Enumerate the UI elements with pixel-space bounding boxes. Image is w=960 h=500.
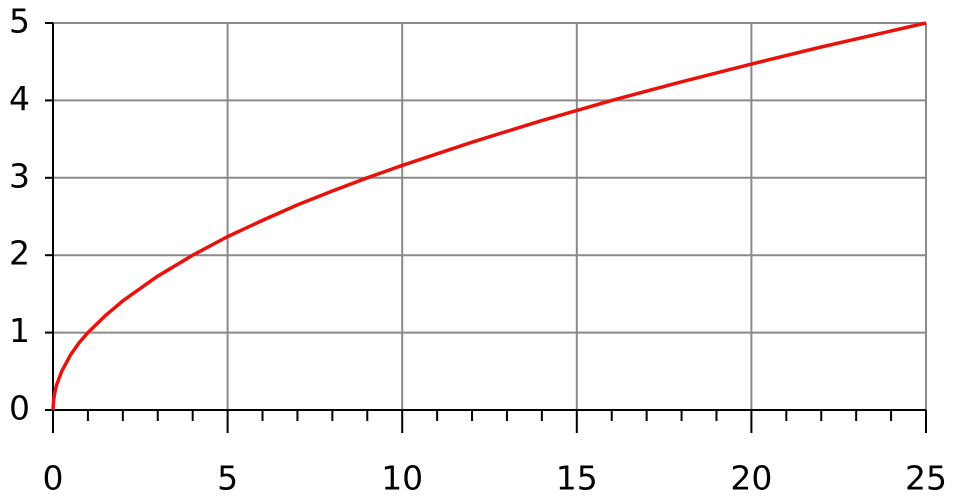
x-tick-label: 25 xyxy=(905,459,947,498)
y-tick-label: 1 xyxy=(9,311,30,350)
x-tick-label: 15 xyxy=(556,459,598,498)
y-tick-label: 5 xyxy=(9,2,30,41)
y-tick-label: 0 xyxy=(9,389,30,428)
x-tick-label: 5 xyxy=(217,459,238,498)
y-tick-label: 3 xyxy=(9,156,30,195)
line-series xyxy=(51,21,927,411)
x-tick-label: 20 xyxy=(730,459,772,498)
x-tick-label: 0 xyxy=(43,459,64,498)
x-tick-label: 10 xyxy=(381,459,423,498)
y-tick-label: 2 xyxy=(9,234,30,273)
y-tick-label: 4 xyxy=(9,79,30,118)
